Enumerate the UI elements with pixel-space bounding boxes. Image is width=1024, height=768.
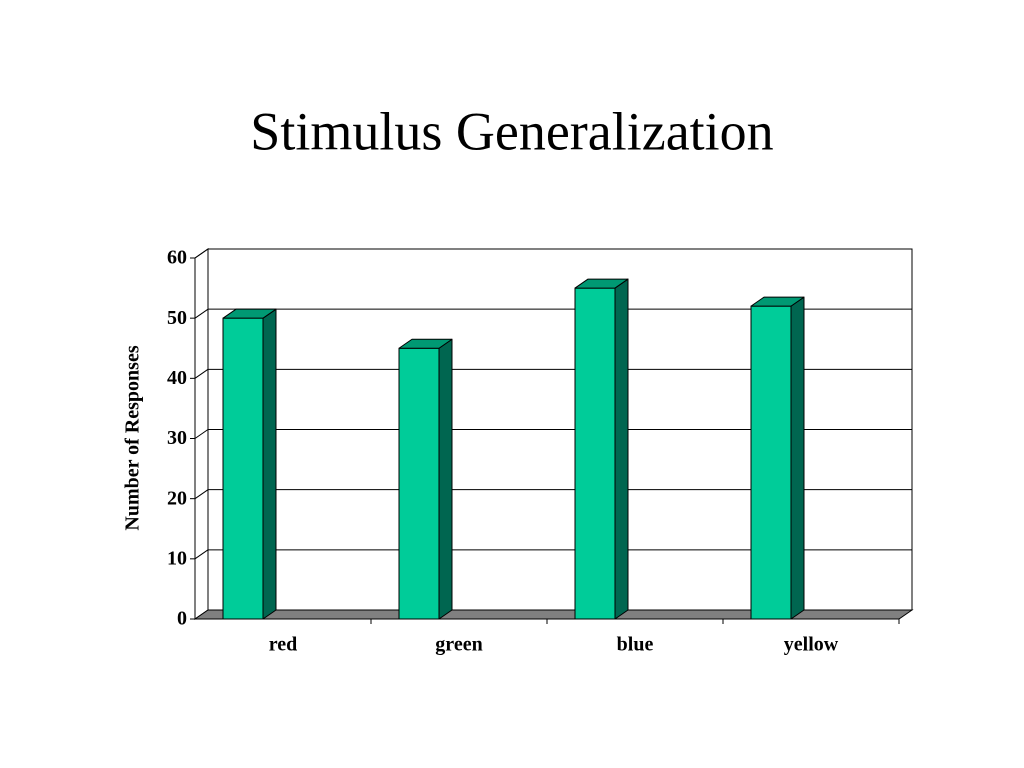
grid-line	[194, 549, 209, 560]
x-tick-label: red	[269, 634, 298, 656]
plot-floor	[193, 609, 914, 620]
bar	[750, 296, 805, 620]
bar-side	[438, 338, 453, 620]
bar	[574, 278, 629, 620]
grid-line	[194, 308, 209, 319]
y-tick-label: 20	[167, 487, 187, 509]
y-tick-label: 40	[167, 367, 187, 389]
y-tick-label: 0	[177, 608, 187, 630]
bar-side	[262, 308, 277, 620]
bar-front	[750, 305, 792, 620]
bar-top	[750, 296, 805, 307]
bar	[398, 338, 453, 620]
y-tick-label: 50	[167, 307, 187, 329]
bar-top	[398, 338, 453, 349]
x-tick-label: blue	[617, 634, 654, 656]
grid-line	[194, 368, 209, 379]
x-tick-label: yellow	[784, 634, 839, 656]
bar-front	[398, 347, 440, 620]
bar-top	[574, 278, 629, 289]
bar	[222, 308, 277, 620]
y-axis-label: Number of Responses	[122, 345, 144, 530]
y-tick-label: 30	[167, 427, 187, 449]
x-tick-label: green	[435, 634, 482, 656]
y-tick-label: 60	[167, 247, 187, 269]
bar-front	[222, 317, 264, 620]
bar-side	[790, 296, 805, 620]
bar-top	[222, 308, 277, 319]
y-tick-label: 10	[167, 547, 187, 569]
grid-line	[194, 248, 209, 259]
bar-side	[614, 278, 629, 620]
bar-front	[574, 287, 616, 620]
grid-line	[194, 429, 209, 439]
chart-title: Stimulus Generalization	[250, 101, 773, 161]
grid-line	[194, 489, 209, 500]
